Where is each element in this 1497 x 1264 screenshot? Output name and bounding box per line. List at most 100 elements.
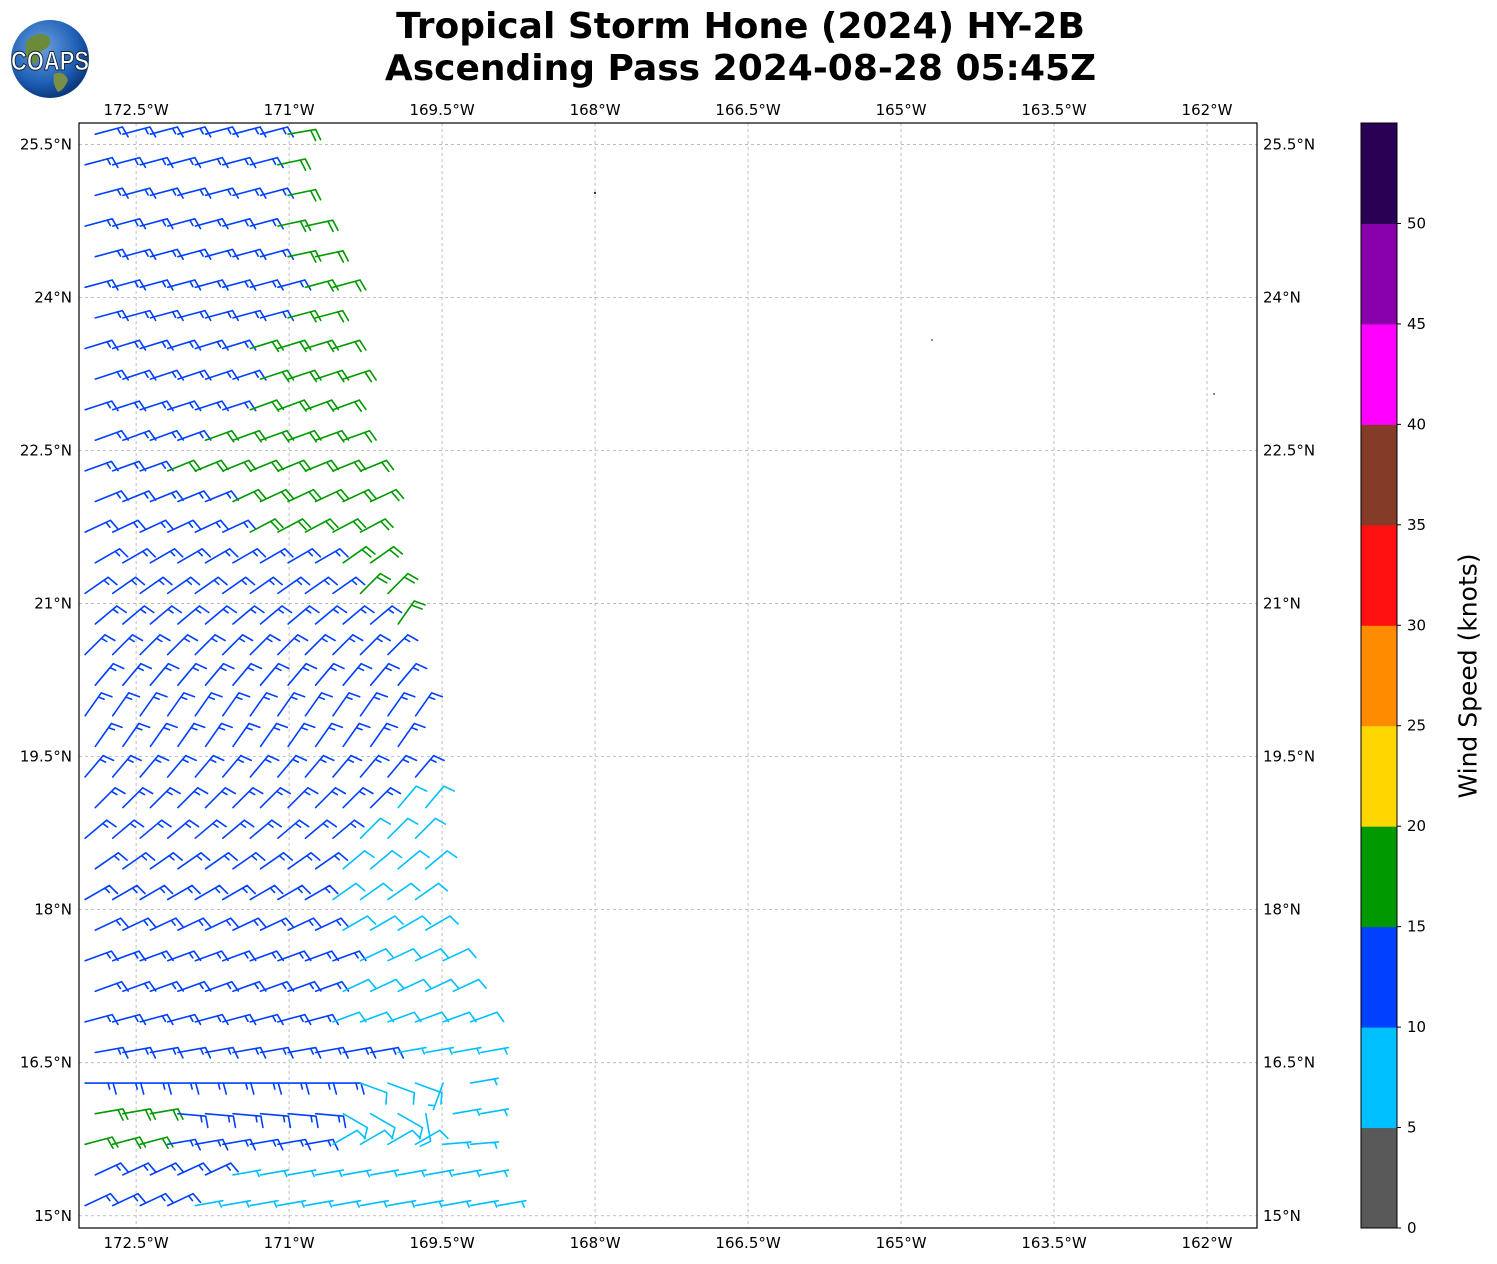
wind-barb xyxy=(111,1082,145,1095)
wind-barb xyxy=(177,248,212,260)
wind-barb xyxy=(111,339,147,351)
wind-barb xyxy=(332,634,364,656)
wind-barb xyxy=(259,787,291,809)
wind-barb xyxy=(452,978,487,993)
lat-tick-label-right: 18°N xyxy=(1263,901,1301,919)
wind-barb xyxy=(249,459,284,473)
wind-barb xyxy=(122,1162,157,1176)
wind-barb xyxy=(222,339,257,351)
wind-barb xyxy=(314,605,348,625)
lon-tick-label-bottom: 165°W xyxy=(876,1234,927,1252)
lat-tick-label-left: 25.5°N xyxy=(20,135,72,153)
wind-barb xyxy=(232,1112,264,1129)
wind-barb xyxy=(480,1169,510,1178)
wind-barb xyxy=(204,787,236,809)
wind-barb xyxy=(149,187,184,199)
wind-barb xyxy=(177,662,208,686)
wind-barb xyxy=(204,126,239,138)
wind-barb xyxy=(204,309,239,322)
wind-barb xyxy=(111,950,147,962)
wind-barb xyxy=(84,519,119,533)
wind-barb xyxy=(387,1199,417,1208)
wind-barb xyxy=(111,218,147,230)
lon-tick-label-top: 166.5°W xyxy=(715,101,780,119)
wind-barb xyxy=(177,429,212,442)
wind-barb xyxy=(222,459,257,473)
wind-barb xyxy=(204,548,239,564)
colorbar-tick-label: 40 xyxy=(1407,415,1426,433)
wind-barb xyxy=(204,980,240,993)
wind-barb xyxy=(222,634,254,656)
wind-barb xyxy=(332,1011,367,1023)
wind-barb xyxy=(259,917,295,931)
map-frame xyxy=(78,122,1258,1229)
wind-barb xyxy=(249,339,284,353)
wind-barb xyxy=(84,754,115,778)
wind-barb xyxy=(259,662,290,686)
lat-tick-label-right: 24°N xyxy=(1263,288,1301,306)
wind-barb xyxy=(194,519,229,533)
wind-barb xyxy=(249,1013,284,1026)
wind-barb xyxy=(369,545,404,564)
wind-barb xyxy=(314,369,350,383)
wind-barb xyxy=(387,1082,416,1105)
wind-barb xyxy=(314,980,350,993)
wind-barb xyxy=(84,1082,117,1095)
wind-barb xyxy=(277,819,310,839)
island xyxy=(594,192,596,194)
wind-barb xyxy=(194,1013,229,1026)
wind-barb xyxy=(166,1013,202,1026)
wind-barb xyxy=(369,787,402,809)
wind-barb xyxy=(166,692,196,717)
wind-barb xyxy=(277,1138,312,1151)
wind-barb xyxy=(111,519,147,533)
wind-barb xyxy=(387,572,419,595)
wind-barb xyxy=(122,187,157,199)
lon-tick-label-top: 169.5°W xyxy=(409,101,474,119)
wind-barb xyxy=(84,218,119,230)
lat-tick-label-right: 25.5°N xyxy=(1263,135,1315,153)
wind-barb xyxy=(232,369,267,381)
wind-barb xyxy=(139,1192,174,1207)
wind-barb xyxy=(359,1011,395,1023)
wind-barb xyxy=(304,634,336,656)
wind-barb xyxy=(342,1112,369,1140)
wind-barbs xyxy=(84,126,527,1208)
wind-barb xyxy=(359,948,395,962)
lat-tick-label-right: 15°N xyxy=(1263,1207,1301,1225)
wind-barb xyxy=(277,219,312,233)
wind-barb xyxy=(480,1108,510,1116)
wind-barb xyxy=(194,576,228,595)
wind-barb xyxy=(259,126,295,138)
wind-barb xyxy=(177,309,212,322)
wind-barb xyxy=(369,662,400,686)
wind-barb xyxy=(414,692,444,717)
wind-barb xyxy=(177,722,206,748)
wind-barb xyxy=(204,369,240,381)
wind-barb xyxy=(204,1162,239,1176)
wind-barb xyxy=(204,605,238,625)
wind-barb xyxy=(442,1011,477,1023)
wind-barb xyxy=(194,1138,229,1151)
wind-barb xyxy=(259,488,295,503)
wind-barb xyxy=(222,1138,257,1151)
colorbar-segment xyxy=(1361,223,1397,325)
wind-barb xyxy=(397,1112,424,1140)
lat-tick-label-left: 15°N xyxy=(34,1207,72,1225)
wind-barb xyxy=(94,1108,129,1121)
wind-barb xyxy=(359,882,393,901)
wind-barb xyxy=(397,1169,427,1178)
wind-barb xyxy=(166,634,199,656)
wind-barb xyxy=(94,187,129,199)
wind-barb xyxy=(314,429,350,443)
wind-barb xyxy=(249,884,284,901)
wind-barb xyxy=(249,950,285,962)
wind-barb xyxy=(194,819,227,839)
wind-barb xyxy=(304,279,339,292)
wind-barb xyxy=(359,754,390,778)
wind-barb xyxy=(149,1108,184,1121)
colorbar-tick-label: 5 xyxy=(1407,1119,1417,1137)
colorbar-tick-label: 10 xyxy=(1407,1018,1426,1036)
wind-barb xyxy=(222,819,255,839)
wind-barb xyxy=(332,819,365,839)
